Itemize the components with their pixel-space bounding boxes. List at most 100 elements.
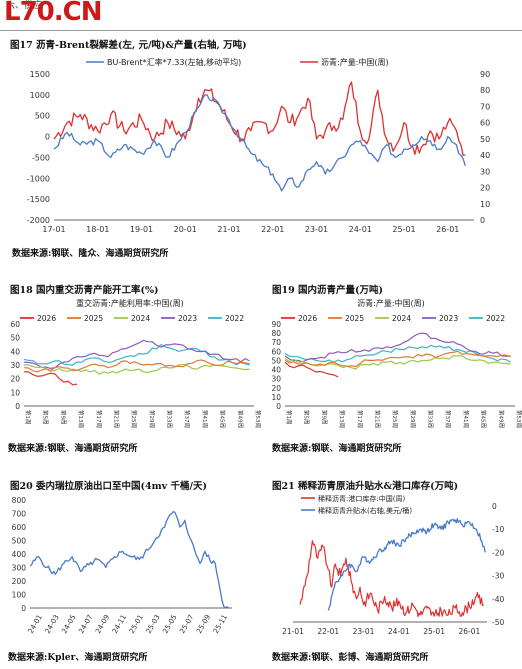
fig18-x-tick-3: 第13周 xyxy=(77,410,85,428)
page-header: 六、供应 L70.CN xyxy=(0,0,522,27)
fig18-series-2024 xyxy=(24,363,250,375)
fig19-x-tick-7: 第29周 xyxy=(409,410,417,428)
fig20-y-tick-5: 300 xyxy=(12,564,27,573)
fig17-yleft-tick-6: -1500 xyxy=(27,195,50,204)
fig17-legend-output: 沥青:产量:中国(周) xyxy=(321,57,389,67)
fig17-x-tick-5: 22-01 xyxy=(261,225,284,234)
fig21-yright-tick-5: -50 xyxy=(492,618,504,627)
fig19-x-tick-8: 第33周 xyxy=(427,410,435,428)
fig20-y-tick-1: 700 xyxy=(12,510,27,519)
fig21-x-tick-0: 21-01 xyxy=(282,627,304,636)
fig17-yright-tick-7: 20 xyxy=(480,184,490,193)
fig19-title: 图19 国内沥青产量(万吨) xyxy=(272,285,384,296)
brand-logo: L70.CN xyxy=(4,0,102,27)
fig21-x-tick-5: 26-01 xyxy=(458,627,480,636)
fig17-yleft-tick-3: 0 xyxy=(45,133,50,142)
fig17-title: 图17 沥青-Brent裂解差(左, 元/吨)&产量(右轴, 万吨) xyxy=(10,40,247,51)
fig19-y-tick-4: 50 xyxy=(271,356,281,365)
fig18-y-tick-3: 30 xyxy=(10,361,20,370)
fig18-legend-2023: 2023 xyxy=(178,314,197,323)
fig20-y-tick-7: 100 xyxy=(12,591,27,600)
fig20-y-tick-0: 800 xyxy=(12,496,27,505)
fig19-y-tick-2: 70 xyxy=(271,338,281,347)
fig19-x-tick-0: 第1周 xyxy=(285,410,293,425)
fig17-yright-tick-3: 60 xyxy=(480,119,490,128)
fig20-x-tick-2: 24-05 xyxy=(60,613,77,635)
fig19-x-tick-4: 第17周 xyxy=(356,410,364,428)
fig19-x-tick-9: 第37周 xyxy=(444,410,452,428)
fig19-legend-2022: 2022 xyxy=(486,314,505,323)
fig21-x-tick-2: 23-01 xyxy=(353,627,375,636)
fig19-x-tick-6: 第25周 xyxy=(391,410,399,428)
fig21-chart: 0 -10 -20 -30 -40 -50 21-01 22-01 23-01 24-01 25-0… xyxy=(282,494,504,636)
section-heading: 六、供应 xyxy=(6,1,43,11)
fig17-yleft-tick-0: 1500 xyxy=(30,70,50,79)
fig17-source: 数据来源:钢联、隆众、海通期货研究所 xyxy=(12,249,169,259)
fig18-chart: 重交沥青:产能利用率:中国(周) 2026 2025 2024 2023 2022 60 50… xyxy=(10,298,262,428)
fig18-x-tick-10: 第41周 xyxy=(201,410,209,428)
fig20-source: 数据来源:Kpler、海通期货研究所 xyxy=(8,653,148,663)
fig19-x-tick-2: 第9周 xyxy=(320,410,328,425)
fig17-chart: 150010005000-500-1000-1500-2000908070605… xyxy=(27,57,490,234)
fig20-y-tick-2: 600 xyxy=(12,523,27,532)
fig19-x-tick-11: 第45周 xyxy=(480,410,488,428)
fig17-yright-tick-2: 70 xyxy=(480,102,490,111)
fig20-x-tick-5: 24-11 xyxy=(111,613,128,635)
fig18-x-tick-5: 第21周 xyxy=(112,410,120,428)
header-rule xyxy=(0,30,522,31)
fig18-series-2025 xyxy=(23,359,250,373)
fig20-x-tick-7: 25-03 xyxy=(145,613,162,635)
fig19-x-tick-10: 第41周 xyxy=(462,410,470,428)
fig18-y-tick-6: 0 xyxy=(15,402,20,411)
fig19-y-tick-1: 80 xyxy=(271,329,281,338)
fig19-y-tick-5: 40 xyxy=(271,366,281,375)
fig19-series-2026 xyxy=(284,361,339,378)
fig21-yright-tick-0: 0 xyxy=(492,502,497,511)
fig20-y-tick-4: 400 xyxy=(12,550,27,559)
fig18-legend-2022: 2022 xyxy=(225,314,244,323)
fig17-yleft-tick-7: -2000 xyxy=(27,216,50,225)
fig20-x-tick-9: 25-07 xyxy=(178,613,195,635)
fig21-yright-tick-2: -20 xyxy=(492,548,504,557)
fig17-x-tick-6: 23-01 xyxy=(305,225,328,234)
fig19-y-tick-3: 60 xyxy=(271,347,281,356)
fig19-legend-2026: 2026 xyxy=(298,314,317,323)
fig17-yright-tick-1: 80 xyxy=(480,86,490,95)
fig21-x-tick-1: 22-01 xyxy=(317,627,339,636)
fig18-x-tick-11: 第45周 xyxy=(219,410,227,428)
fig18-x-tick-13: 第53周 xyxy=(254,410,262,428)
fig17-x-tick-7: 24-01 xyxy=(349,225,372,234)
fig17-yright-tick-9: 0 xyxy=(480,216,485,225)
fig17-yleft-tick-2: 500 xyxy=(35,112,50,121)
fig21-legend-inventory: 稀释沥青:港口库存:中国(周) xyxy=(318,494,405,503)
fig19-legend-2025: 2025 xyxy=(345,314,364,323)
fig17-yright-tick-5: 40 xyxy=(480,151,490,160)
fig20-y-tick-8: 0 xyxy=(21,604,26,613)
fig17-x-tick-9: 26-01 xyxy=(436,225,459,234)
fig17-series-output xyxy=(53,81,466,156)
fig21-legend-premium: 稀释沥青升贴水(右轴,美元/桶) xyxy=(318,506,412,515)
fig21-series-inventory xyxy=(299,540,484,618)
fig19-series-2023 xyxy=(284,332,511,363)
fig18-source: 数据来源:钢联、海通期货研究所 xyxy=(8,444,138,454)
fig19-y-tick-0: 90 xyxy=(271,320,281,329)
fig19-source: 数据来源:钢联、海通期货研究所 xyxy=(272,444,402,454)
fig21-title: 图21 稀释沥青原油升贴水&港口库存(万吨) xyxy=(272,481,459,492)
fig18-subtitle: 重交沥青:产能利用率:中国(周) xyxy=(76,298,184,308)
fig18-legend-2024: 2024 xyxy=(131,314,150,323)
fig17-x-tick-2: 19-01 xyxy=(130,225,153,234)
fig20-x-tick-4: 24-09 xyxy=(94,613,111,635)
fig18-title: 图18 国内重交沥青产能开工率(%) xyxy=(10,285,159,296)
fig21-x-tick-4: 25-01 xyxy=(423,627,445,636)
fig18-x-tick-4: 第17周 xyxy=(95,410,103,428)
fig17-x-tick-1: 18-01 xyxy=(86,225,109,234)
fig21-yright-tick-3: -30 xyxy=(492,572,504,581)
fig19-x-tick-3: 第13周 xyxy=(338,410,346,428)
fig19-y-tick-6: 30 xyxy=(271,375,281,384)
fig19-x-tick-12: 第49周 xyxy=(497,410,505,428)
fig18-y-tick-1: 50 xyxy=(10,334,20,343)
fig19-y-tick-8: 10 xyxy=(271,393,281,402)
fig21-series-premium xyxy=(327,518,486,611)
fig19-legend-2024: 2024 xyxy=(392,314,411,323)
fig18-series-2026 xyxy=(23,371,78,386)
